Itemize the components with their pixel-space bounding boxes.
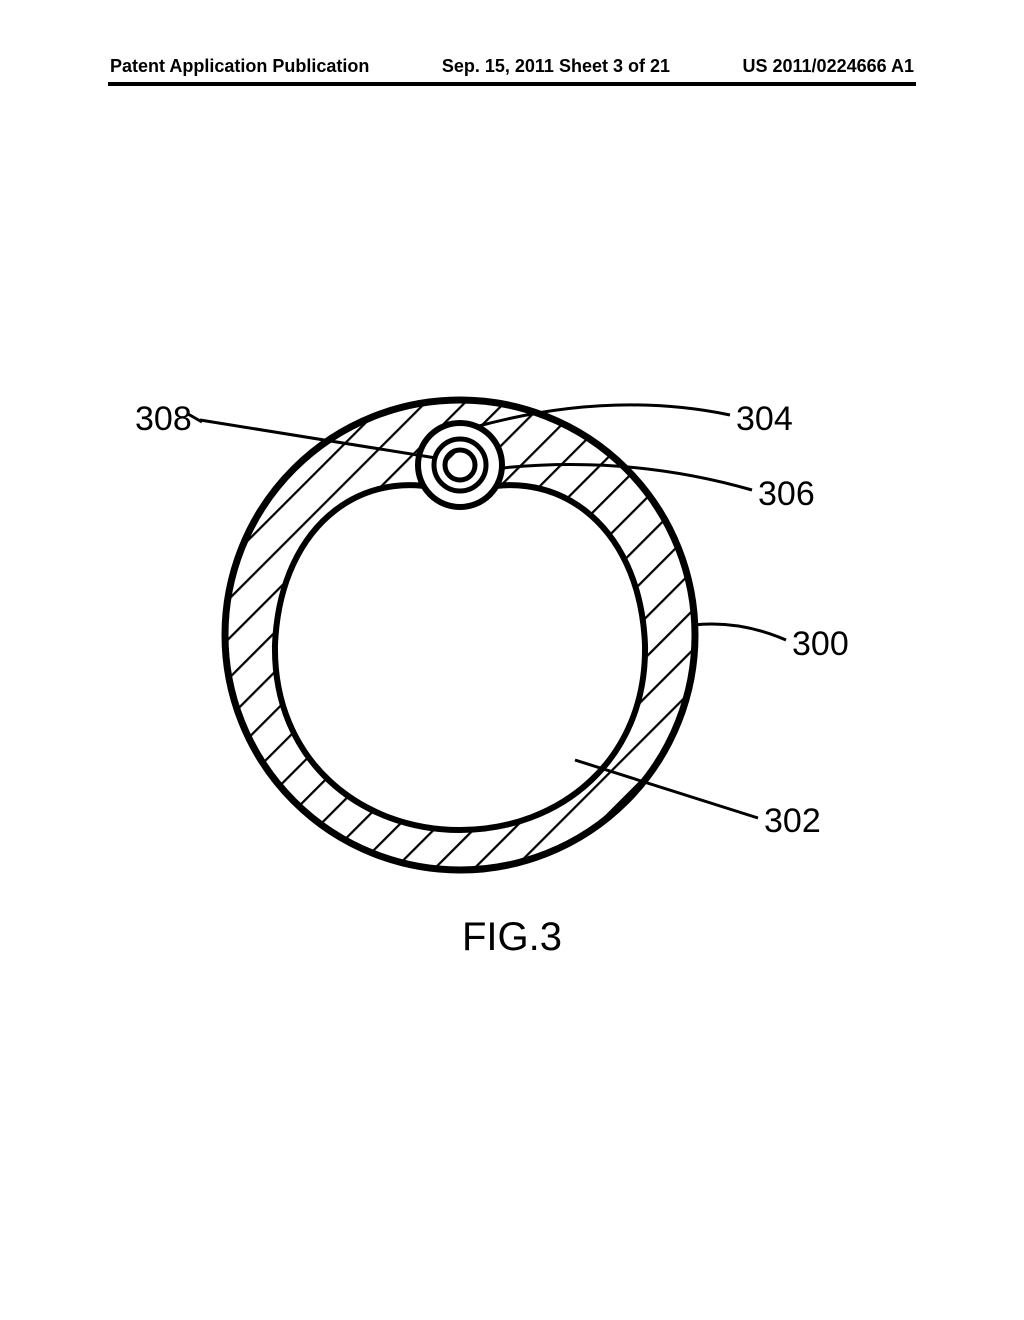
figure-caption: FIG.3: [0, 915, 1024, 960]
page-header: Patent Application Publication Sep. 15, …: [0, 56, 1024, 77]
header-center: Sep. 15, 2011 Sheet 3 of 21: [442, 56, 670, 77]
figure-3-drawing: [110, 360, 914, 920]
header-rule: [108, 82, 916, 86]
header-right: US 2011/0224666 A1: [743, 56, 914, 77]
header-left: Patent Application Publication: [110, 56, 369, 77]
patent-page: Patent Application Publication Sep. 15, …: [0, 0, 1024, 1320]
